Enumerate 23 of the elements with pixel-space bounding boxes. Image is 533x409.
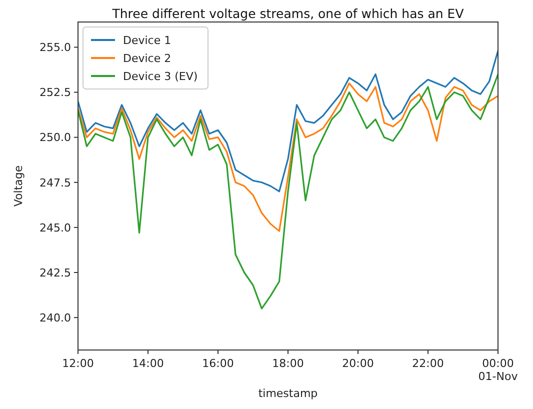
y-tick-label: 242.5 [40,266,71,280]
x-tick-label: 00:00 01-Nov [478,357,518,383]
x-tick-label: 20:00 [342,357,374,370]
line-series [78,82,498,232]
y-tick-label: 252.5 [40,86,71,100]
x-tick-label: 18:00 [272,357,304,370]
chart-title: Three different voltage streams, one of which has an EV [111,6,464,21]
x-tick-label: 22:00 [412,357,444,370]
x-tick-label: 16:00 [202,357,234,370]
legend-label: Device 2 [123,52,172,65]
y-tick-label: 255.0 [40,41,71,54]
legend-label: Device 1 [123,34,172,47]
y-tick-label: 245.0 [40,221,71,234]
y-tick-label: 250.0 [40,131,71,144]
legend-label: Device 3 (EV) [123,70,198,83]
y-axis-title: Voltage [12,165,25,207]
x-tick-label: 14:00 [132,357,164,370]
line-series [78,50,498,192]
x-axis-title: timestamp [258,387,318,400]
x-tick-label: 12:00 [62,357,94,370]
y-tick-label: 240.0 [40,311,71,324]
line-series [78,73,498,310]
y-tick-label: 247.5 [40,176,71,190]
